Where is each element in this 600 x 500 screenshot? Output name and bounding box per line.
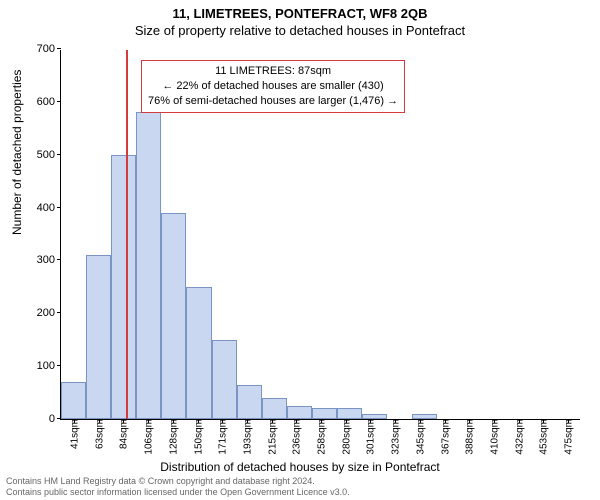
- x-tick-label: 280sqm: [340, 419, 353, 455]
- x-tick-label: 323sqm: [389, 419, 402, 455]
- histogram-bar: [136, 112, 161, 419]
- x-axis-label: Distribution of detached houses by size …: [0, 460, 600, 474]
- y-tick-label: 600: [37, 96, 61, 108]
- annotation-line: 76% of semi-detached houses are larger (…: [148, 94, 398, 109]
- x-tick-label: 432sqm: [513, 419, 526, 455]
- y-tick-label: 400: [37, 202, 61, 214]
- y-tick-label: 100: [37, 360, 61, 372]
- y-tick-mark: [57, 207, 61, 208]
- x-tick-label: 150sqm: [191, 419, 204, 455]
- histogram-bar: [61, 382, 86, 419]
- y-axis-label: Number of detached properties: [10, 70, 24, 235]
- y-tick-mark: [57, 365, 61, 366]
- y-tick-mark: [57, 48, 61, 49]
- x-tick-label: 388sqm: [463, 419, 476, 455]
- histogram-bar: [186, 287, 211, 419]
- chart-title: Size of property relative to detached ho…: [0, 21, 600, 38]
- histogram-bar: [337, 408, 362, 419]
- footer-line-1: Contains HM Land Registry data © Crown c…: [6, 476, 350, 487]
- histogram-bar: [287, 406, 312, 419]
- y-tick-mark: [57, 101, 61, 102]
- x-tick-label: 63sqm: [92, 419, 105, 449]
- x-tick-label: 41sqm: [67, 419, 80, 449]
- histogram-bar: [262, 398, 287, 419]
- x-tick-label: 84sqm: [116, 419, 129, 449]
- x-tick-label: 171sqm: [215, 419, 228, 455]
- x-tick-label: 236sqm: [289, 419, 302, 455]
- x-tick-label: 453sqm: [537, 419, 550, 455]
- chart-supertitle: 11, LIMETREES, PONTEFRACT, WF8 2QB: [0, 0, 600, 21]
- chart-area: 010020030040050060070041sqm63sqm84sqm106…: [60, 50, 580, 420]
- x-tick-label: 345sqm: [414, 419, 427, 455]
- y-tick-mark: [57, 259, 61, 260]
- footer-line-2: Contains public sector information licen…: [6, 487, 350, 498]
- y-tick-label: 0: [49, 413, 61, 425]
- y-tick-label: 500: [37, 149, 61, 161]
- plot-area: 010020030040050060070041sqm63sqm84sqm106…: [60, 50, 580, 420]
- x-tick-label: 193sqm: [240, 419, 253, 455]
- annotation-box: 11 LIMETREES: 87sqm← 22% of detached hou…: [141, 60, 405, 113]
- histogram-bar: [237, 385, 262, 419]
- histogram-bar: [312, 408, 337, 419]
- histogram-bar: [412, 414, 437, 419]
- histogram-bar: [212, 340, 237, 419]
- annotation-line: ← 22% of detached houses are smaller (43…: [148, 79, 398, 94]
- property-marker-line: [126, 50, 128, 419]
- y-tick-label: 200: [37, 307, 61, 319]
- y-tick-mark: [57, 154, 61, 155]
- x-tick-label: 128sqm: [166, 419, 179, 455]
- histogram-bar: [86, 255, 111, 419]
- histogram-bar: [161, 213, 186, 419]
- x-tick-label: 106sqm: [141, 419, 154, 455]
- annotation-line: 11 LIMETREES: 87sqm: [148, 64, 398, 79]
- x-tick-label: 258sqm: [315, 419, 328, 455]
- y-tick-label: 300: [37, 254, 61, 266]
- histogram-bar: [111, 155, 136, 419]
- x-tick-label: 301sqm: [364, 419, 377, 455]
- footer-attribution: Contains HM Land Registry data © Crown c…: [6, 476, 350, 498]
- y-tick-label: 700: [37, 43, 61, 55]
- x-tick-label: 367sqm: [439, 419, 452, 455]
- y-tick-mark: [57, 312, 61, 313]
- x-tick-label: 215sqm: [265, 419, 278, 455]
- histogram-bar: [362, 414, 387, 419]
- x-tick-label: 410sqm: [488, 419, 501, 455]
- x-tick-label: 475sqm: [562, 419, 575, 455]
